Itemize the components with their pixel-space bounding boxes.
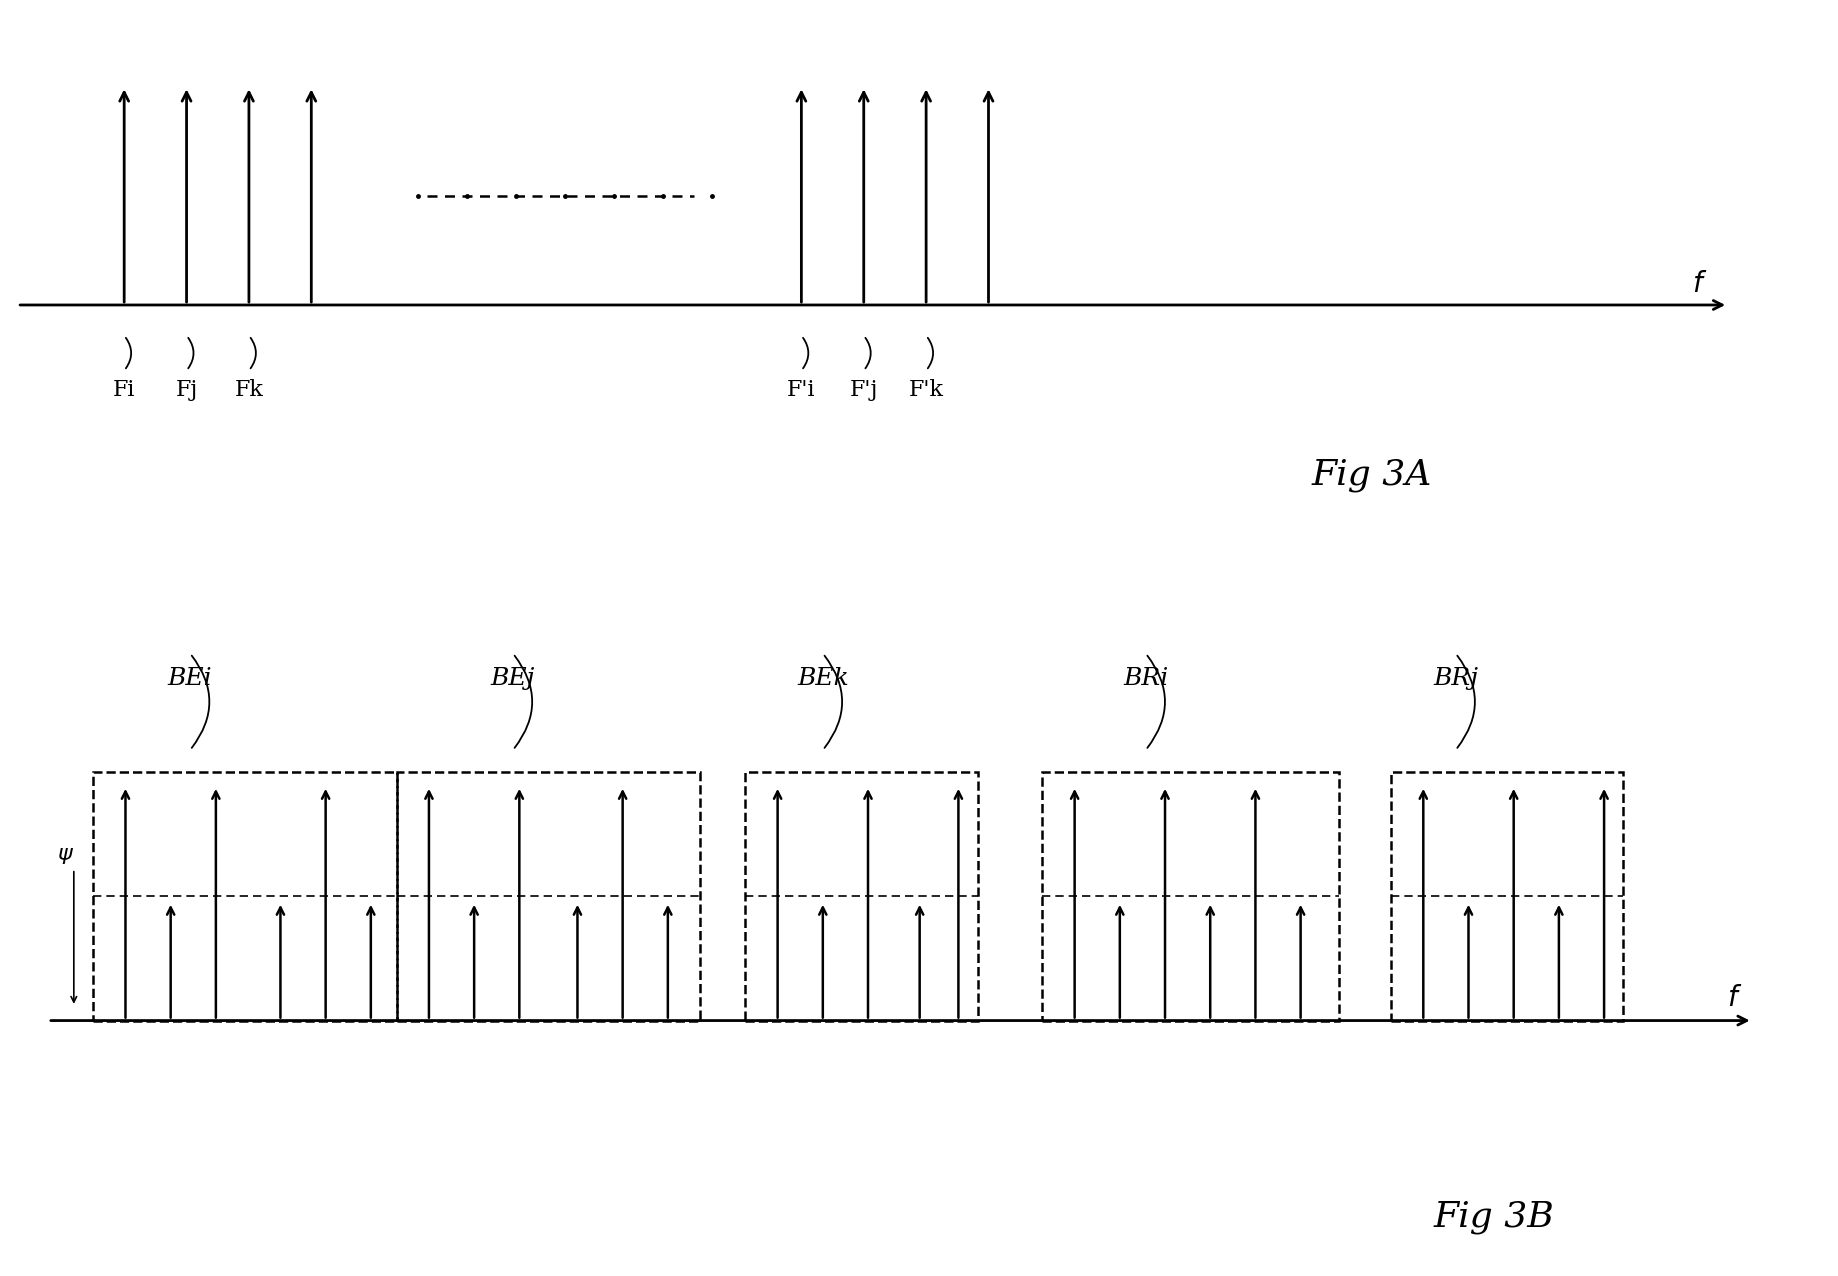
Bar xyxy=(1042,772,1340,1021)
Bar xyxy=(1391,772,1623,1021)
Text: $f$: $f$ xyxy=(1726,984,1742,1012)
Text: BRj: BRj xyxy=(1434,667,1478,690)
Text: Fig 3B: Fig 3B xyxy=(1434,1199,1555,1234)
Text: F'j: F'j xyxy=(849,379,879,402)
Text: Fj: Fj xyxy=(175,379,199,402)
Text: BEk: BEk xyxy=(798,667,849,690)
Text: F'i: F'i xyxy=(787,379,816,402)
Bar xyxy=(746,772,978,1021)
Bar xyxy=(397,772,700,1021)
Text: $\psi$: $\psi$ xyxy=(57,843,74,866)
Text: BRi: BRi xyxy=(1123,667,1169,690)
Text: Fk: Fk xyxy=(235,379,263,402)
Text: F'k: F'k xyxy=(908,379,943,402)
Text: Fig 3A: Fig 3A xyxy=(1312,458,1432,493)
Text: $f$: $f$ xyxy=(1693,271,1708,299)
Bar xyxy=(94,772,397,1021)
Text: Fi: Fi xyxy=(112,379,136,402)
Text: BEi: BEi xyxy=(167,667,213,690)
Text: BEj: BEj xyxy=(491,667,535,690)
